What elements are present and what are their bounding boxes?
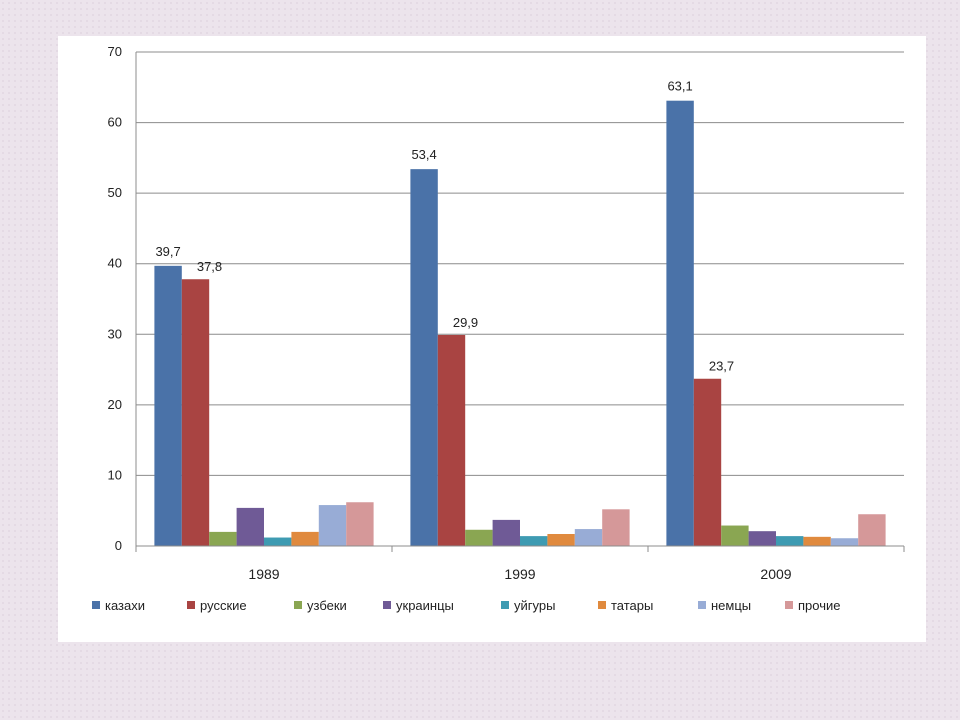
bar-казахи-1999 [410, 169, 438, 547]
legend-swatch [187, 601, 195, 609]
legend-swatch [383, 601, 391, 609]
bar-русские-1999 [437, 334, 466, 546]
legend-swatch [785, 601, 793, 609]
data-label: 63,1 [667, 79, 692, 94]
y-tick-label: 50 [108, 185, 122, 200]
legend-swatch [501, 601, 509, 609]
legend-label: русские [200, 598, 247, 613]
x-axis-categories: 1989 1999 2009 [248, 566, 791, 582]
x-category-label: 1999 [504, 566, 535, 582]
bar-уйгуры-1989 [264, 537, 292, 546]
data-label: 37,8 [197, 259, 222, 274]
bar-прочие-1989 [346, 502, 374, 546]
axes [135, 52, 905, 552]
y-tick-label: 10 [108, 467, 122, 482]
legend-label: казахи [105, 598, 145, 613]
y-tick-label: 0 [115, 538, 122, 553]
bar-татары-2009 [803, 536, 831, 546]
bar-русские-1989 [181, 279, 210, 546]
data-label: 23,7 [709, 359, 734, 374]
legend-label: украинцы [396, 598, 454, 613]
bar-немцы-2009 [830, 538, 859, 546]
legend-swatch [698, 601, 706, 609]
bars [154, 100, 886, 547]
bar-украинцы-2009 [748, 531, 776, 546]
bar-украинцы-1989 [236, 507, 264, 546]
bar-татары-1999 [547, 534, 575, 546]
x-category-label: 1989 [248, 566, 279, 582]
legend-swatch [294, 601, 302, 609]
bar-прочие-1999 [602, 509, 630, 546]
legend-item-украинцы: украинцы [383, 598, 454, 613]
bar-русские-2009 [693, 378, 722, 546]
bar-уйгуры-1999 [520, 536, 548, 546]
bar-узбеки-1989 [209, 531, 237, 546]
y-tick-label: 30 [108, 326, 122, 341]
y-tick-label: 20 [108, 397, 122, 412]
bar-казахи-2009 [666, 100, 694, 547]
bar-узбеки-2009 [721, 525, 749, 546]
bar-казахи-1989 [154, 265, 182, 546]
data-label: 39,7 [155, 244, 180, 259]
bar-узбеки-1999 [465, 529, 493, 546]
bar-немцы-1999 [574, 529, 603, 546]
legend-swatch [92, 601, 100, 609]
bar-украинцы-1999 [492, 519, 520, 546]
legend-item-казахи: казахи [92, 598, 145, 613]
data-label: 29,9 [453, 315, 478, 330]
bar-немцы-1989 [318, 505, 347, 546]
data-label: 53,4 [411, 147, 436, 162]
data-labels: 39,7 53,4 63,1 37,8 29,9 23,7 [155, 79, 734, 374]
legend-label: немцы [711, 598, 751, 613]
y-axis-ticks: 0 10 20 30 40 50 60 70 [108, 44, 122, 553]
legend-item-уйгуры: уйгуры [501, 598, 555, 613]
legend-label: узбеки [307, 598, 347, 613]
legend-item-русские: русские [187, 598, 247, 613]
legend-label: прочие [798, 598, 840, 613]
bar-татары-1989 [291, 531, 319, 546]
legend-label: уйгуры [514, 598, 555, 613]
legend-swatch [598, 601, 606, 609]
legend-item-татары: татары [598, 598, 653, 613]
legend-item-прочие: прочие [785, 598, 840, 613]
y-tick-label: 40 [108, 256, 122, 271]
y-tick-label: 70 [108, 44, 122, 59]
gridlines [136, 51, 904, 476]
bar-chart: 0 10 20 30 40 50 60 70 39,7 53,4 63,1 37,8 29,9 23,7… [92, 44, 905, 613]
x-category-label: 2009 [760, 566, 791, 582]
slide-panel: 0 10 20 30 40 50 60 70 39,7 53,4 63,1 37,8 29,9 23,7… [58, 36, 926, 642]
legend: казахи русские узбеки украинцы уйгуры татары н… [92, 598, 840, 613]
legend-item-узбеки: узбеки [294, 598, 347, 613]
legend-label: татары [611, 598, 653, 613]
y-tick-label: 60 [108, 115, 122, 130]
bar-уйгуры-2009 [776, 536, 804, 546]
bar-прочие-2009 [858, 514, 886, 546]
legend-item-немцы: немцы [698, 598, 751, 613]
